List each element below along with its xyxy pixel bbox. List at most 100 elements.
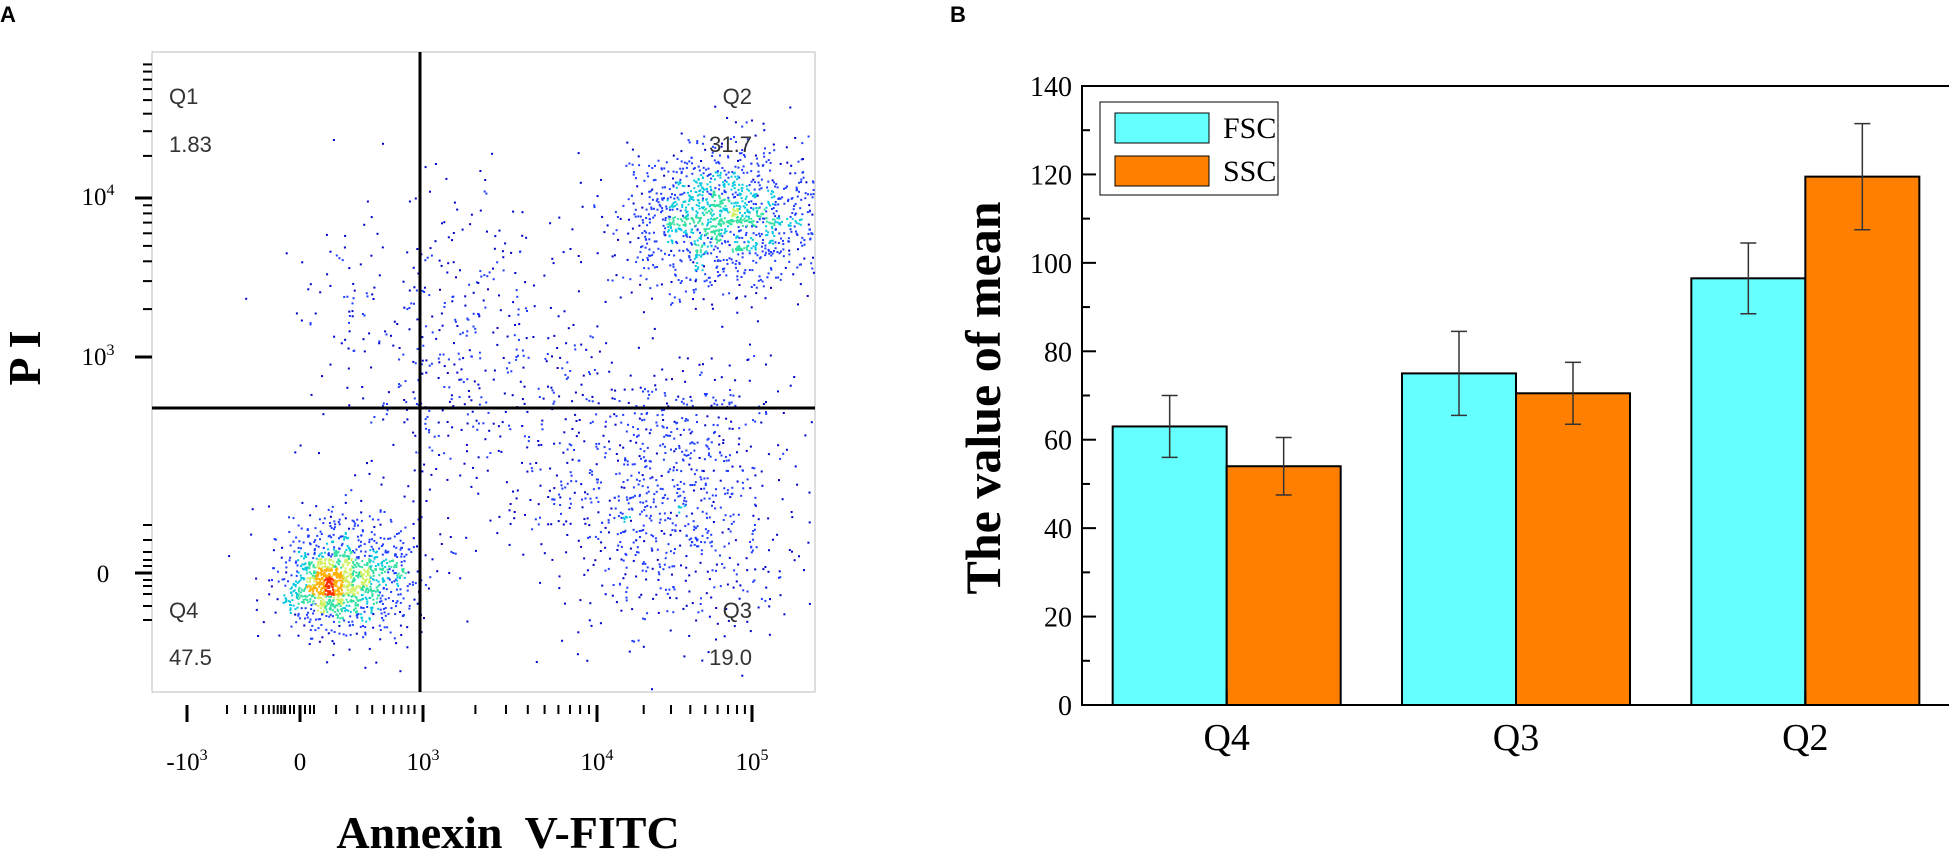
- flow-event-dot: [393, 572, 396, 575]
- flow-event-dot: [324, 606, 327, 609]
- flow-event-dot: [385, 333, 388, 336]
- flow-event-dot: [661, 186, 664, 189]
- flow-event-dot: [681, 370, 684, 373]
- flow-event-dot: [319, 592, 322, 595]
- flow-event-dot: [565, 342, 568, 345]
- flow-event-dot: [654, 164, 656, 167]
- flow-event-dot: [523, 402, 526, 405]
- flow-event-dot: [618, 400, 621, 403]
- flow-event-dot: [309, 323, 312, 326]
- flow-event-dot: [641, 232, 644, 235]
- flow-event-dot: [661, 409, 663, 412]
- flow-event-dot: [760, 233, 763, 236]
- flow-event-dot: [714, 105, 717, 108]
- flow-event-dot: [354, 595, 357, 598]
- bar-x-tick-label: Q4: [1203, 717, 1249, 759]
- flow-event-dot: [706, 531, 709, 534]
- flow-event-dot: [619, 511, 622, 514]
- flow-event-dot: [733, 136, 735, 139]
- flow-event-dot: [719, 205, 722, 208]
- flow-event-dot: [299, 579, 302, 582]
- flow-event-dot: [757, 215, 760, 218]
- flow-event-dot: [719, 171, 722, 174]
- flow-event-dot: [695, 181, 698, 184]
- flow-event-dot: [670, 431, 673, 434]
- bar-x-tick-label: Q3: [1493, 717, 1539, 759]
- flow-event-dot: [757, 518, 760, 521]
- flow-event-dot: [718, 162, 721, 165]
- flow-event-dot: [417, 272, 420, 275]
- flow-event-dot: [697, 266, 700, 269]
- flow-event-dot: [553, 442, 556, 445]
- flow-event-dot: [513, 511, 516, 513]
- flow-event-dot: [737, 210, 739, 213]
- flow-event-dot: [797, 248, 799, 251]
- flow-event-dot: [321, 602, 324, 605]
- flow-event-dot: [304, 586, 307, 589]
- flow-event-dot: [338, 579, 341, 582]
- flow-event-dot: [639, 386, 642, 389]
- flow-event-dot: [730, 401, 733, 404]
- flow-event-dot: [375, 661, 378, 664]
- flow-event-dot: [545, 360, 548, 363]
- flow-event-dot: [307, 611, 310, 614]
- flow-event-dot: [716, 174, 719, 177]
- flow-event-dot: [682, 459, 685, 462]
- flow-event-dot: [732, 172, 735, 175]
- flow-event-dot: [771, 232, 774, 235]
- flow-event-dot: [309, 585, 312, 588]
- flow-event-dot: [648, 202, 651, 205]
- flow-event-dot: [686, 235, 689, 238]
- flow-event-dot: [735, 249, 738, 252]
- flow-event-dot: [648, 517, 651, 520]
- flow-event-dot: [332, 563, 334, 566]
- flow-event-dot: [665, 207, 668, 210]
- flow-event-dot: [331, 553, 334, 556]
- flow-event-dot: [729, 454, 731, 457]
- flow-event-dot: [718, 188, 721, 191]
- flow-event-dot: [714, 458, 717, 461]
- flow-event-dot: [674, 530, 677, 533]
- flow-event-dot: [395, 642, 398, 645]
- flow-event-dot: [619, 583, 621, 586]
- flow-event-dot: [750, 200, 753, 203]
- flow-event-dot: [712, 218, 715, 221]
- flow-event-dot: [571, 428, 574, 430]
- flow-event-dot: [581, 498, 583, 501]
- flow-event-dot: [777, 444, 780, 447]
- flow-event-dot: [613, 398, 616, 400]
- flow-event-dot: [338, 577, 341, 580]
- flow-event-dot: [761, 242, 764, 244]
- flow-event-dot: [777, 276, 780, 279]
- flow-event-dot: [710, 208, 713, 211]
- flow-event-dot: [527, 356, 530, 359]
- flow-event-dot: [289, 556, 292, 559]
- flow-event-dot: [739, 159, 742, 161]
- flow-event-dot: [749, 221, 752, 224]
- flow-event-dot: [565, 520, 568, 523]
- flow-event-dot: [766, 186, 769, 189]
- flow-event-dot: [789, 222, 792, 225]
- flow-event-dot: [738, 248, 741, 251]
- flow-event-dot: [615, 473, 618, 476]
- flow-event-dot: [630, 507, 633, 510]
- flow-event-dot: [636, 546, 639, 549]
- flow-event-dot: [433, 435, 436, 438]
- flow-event-dot: [642, 524, 645, 527]
- flow-event-dot: [541, 419, 544, 422]
- flow-event-dot: [487, 288, 489, 291]
- flow-event-dot: [318, 518, 321, 521]
- flow-event-dot: [601, 584, 604, 587]
- flow-event-dot: [767, 180, 770, 183]
- flow-event-dot: [515, 497, 518, 500]
- flow-event-dot: [472, 312, 475, 315]
- flow-event-dot: [392, 569, 395, 572]
- flow-event-dot: [675, 398, 678, 401]
- flow-event-dot: [440, 312, 443, 315]
- flow-event-dot: [425, 371, 428, 374]
- flow-event-dot: [641, 569, 644, 572]
- flow-event-dot: [648, 238, 651, 241]
- flow-event-dot: [363, 314, 366, 317]
- flow-event-dot: [636, 551, 638, 554]
- flow-event-dot: [436, 570, 439, 573]
